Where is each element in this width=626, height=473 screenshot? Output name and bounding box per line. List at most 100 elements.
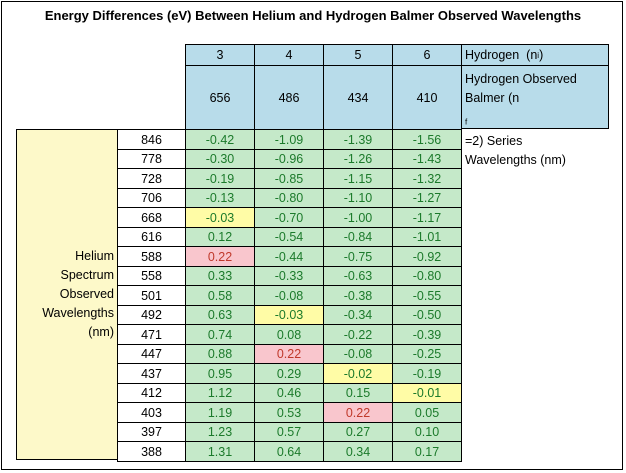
energy-difference-cell: 1.12 xyxy=(185,383,255,403)
energy-difference-cell: 0.12 xyxy=(185,227,255,247)
energy-difference-cell: -1.26 xyxy=(323,149,393,169)
energy-difference-cell: -0.50 xyxy=(392,305,462,325)
energy-difference-cell: -0.25 xyxy=(392,344,462,364)
energy-difference-cell: -0.03 xyxy=(185,207,255,228)
energy-difference-cell: -1.00 xyxy=(323,207,393,228)
energy-difference-cell: -0.33 xyxy=(254,266,324,286)
helium-wavelength-cell: 437 xyxy=(117,363,186,384)
helium-wavelength-cell: 728 xyxy=(117,168,186,189)
energy-difference-cell: -1.43 xyxy=(392,149,462,169)
energy-difference-cell: 0.88 xyxy=(185,344,255,364)
energy-difference-cell: 0.22 xyxy=(323,402,393,423)
hydrogen-wavelength-header: 434 xyxy=(323,65,393,130)
energy-difference-cell: -0.80 xyxy=(392,266,462,286)
energy-difference-cell: 0.08 xyxy=(254,324,324,345)
hydrogen-ni-header: 5 xyxy=(323,44,393,66)
hydrogen-ni-header: 4 xyxy=(254,44,324,66)
helium-wavelength-cell: 501 xyxy=(117,285,186,306)
hydrogen-label-text: Hydrogen xyxy=(465,48,520,62)
energy-difference-cell: -0.80 xyxy=(254,188,324,208)
energy-difference-cell: 0.05 xyxy=(392,402,462,423)
helium-wavelength-cell: 846 xyxy=(117,129,186,150)
energy-difference-cell: 0.10 xyxy=(392,422,462,442)
hydrogen-ni-label: Hydrogen (n i) xyxy=(461,44,609,66)
energy-difference-cell: -0.38 xyxy=(323,285,393,306)
hydrogen-wavelength-header: 486 xyxy=(254,65,324,130)
hydrogen-label-close: ) xyxy=(539,48,544,62)
energy-difference-cell: -0.54 xyxy=(254,227,324,247)
hydrogen-desc-line2a: Balmer (n xyxy=(465,91,520,105)
energy-difference-cell: -0.84 xyxy=(323,227,393,247)
helium-label-line: Wavelengths xyxy=(42,306,114,320)
helium-wavelength-cell: 471 xyxy=(117,324,186,345)
energy-difference-cell: 1.31 xyxy=(185,441,255,462)
energy-difference-cell: -0.22 xyxy=(323,324,393,345)
hydrogen-wavelength-header: 656 xyxy=(185,65,255,130)
energy-difference-cell: -0.63 xyxy=(323,266,393,286)
helium-wavelength-cell: 447 xyxy=(117,344,186,364)
helium-wavelength-cell: 778 xyxy=(117,149,186,169)
energy-difference-cell: -0.92 xyxy=(392,246,462,267)
helium-wavelength-cell: 492 xyxy=(117,305,186,325)
helium-label-line: Observed xyxy=(59,287,114,301)
hydrogen-desc-line3: Wavelengths (nm) xyxy=(465,152,566,167)
energy-difference-cell: -1.39 xyxy=(323,129,393,150)
energy-difference-cell: 0.53 xyxy=(254,402,324,423)
energy-difference-cell: -0.08 xyxy=(323,344,393,364)
energy-difference-cell: -0.44 xyxy=(254,246,324,267)
energy-difference-cell: 0.63 xyxy=(185,305,255,325)
helium-label: Helium Spectrum Observed Wavelengths (nm… xyxy=(16,247,118,342)
helium-wavelength-cell: 588 xyxy=(117,246,186,267)
energy-difference-cell: -0.96 xyxy=(254,149,324,169)
energy-difference-cell: -1.56 xyxy=(392,129,462,150)
energy-difference-cell: 0.64 xyxy=(254,441,324,462)
energy-difference-cell: 0.95 xyxy=(185,363,255,384)
energy-difference-cell: 0.29 xyxy=(254,363,324,384)
energy-difference-cell: -0.08 xyxy=(254,285,324,306)
energy-difference-cell: -0.13 xyxy=(185,188,255,208)
energy-difference-cell: -1.10 xyxy=(323,188,393,208)
energy-difference-cell: 0.22 xyxy=(254,344,324,364)
energy-difference-cell: -0.02 xyxy=(323,363,393,384)
helium-wavelength-cell: 668 xyxy=(117,207,186,228)
helium-wavelength-cell: 403 xyxy=(117,402,186,423)
energy-difference-cell: -0.19 xyxy=(392,363,462,384)
hydrogen-description: Hydrogen Observed Balmer (n f =2) Series W… xyxy=(461,65,609,167)
energy-difference-cell: 0.58 xyxy=(185,285,255,306)
helium-wavelength-cell: 706 xyxy=(117,188,186,208)
energy-difference-cell: -0.01 xyxy=(392,383,462,403)
hydrogen-label-open: (n xyxy=(526,48,538,62)
hydrogen-desc-line2-sub: f xyxy=(465,117,468,127)
energy-difference-cell: 0.34 xyxy=(323,441,393,462)
hydrogen-desc-line2: Balmer (n f =2) Series xyxy=(465,89,608,151)
energy-difference-cell: -1.27 xyxy=(392,188,462,208)
energy-difference-cell: -1.17 xyxy=(392,207,462,228)
helium-wavelength-cell: 397 xyxy=(117,422,186,442)
energy-difference-cell: 1.23 xyxy=(185,422,255,442)
energy-difference-cell: -0.30 xyxy=(185,149,255,169)
energy-difference-cell: 1.19 xyxy=(185,402,255,423)
energy-difference-cell: -0.39 xyxy=(392,324,462,345)
energy-difference-cell: -1.09 xyxy=(254,129,324,150)
helium-wavelength-cell: 558 xyxy=(117,266,186,286)
hydrogen-desc-line1: Hydrogen Observed xyxy=(465,72,577,86)
table-title: Energy Differences (eV) Between Helium a… xyxy=(44,8,582,23)
hydrogen-desc-line2b: =2) Series xyxy=(465,133,523,148)
energy-difference-cell: -0.55 xyxy=(392,285,462,306)
energy-difference-cell: -0.19 xyxy=(185,168,255,189)
helium-label-line: (nm) xyxy=(88,325,114,339)
energy-difference-cell: -0.03 xyxy=(254,305,324,325)
energy-difference-cell: -1.15 xyxy=(323,168,393,189)
energy-difference-cell: -1.01 xyxy=(392,227,462,247)
energy-difference-cell: 0.74 xyxy=(185,324,255,345)
energy-difference-cell: -0.75 xyxy=(323,246,393,267)
energy-difference-cell: 0.46 xyxy=(254,383,324,403)
energy-difference-cell: 0.17 xyxy=(392,441,462,462)
helium-wavelength-cell: 388 xyxy=(117,441,186,462)
energy-difference-cell: -0.85 xyxy=(254,168,324,189)
energy-difference-cell: 0.33 xyxy=(185,266,255,286)
energy-difference-cell: -1.32 xyxy=(392,168,462,189)
energy-difference-cell: -0.42 xyxy=(185,129,255,150)
energy-difference-cell: 0.57 xyxy=(254,422,324,442)
